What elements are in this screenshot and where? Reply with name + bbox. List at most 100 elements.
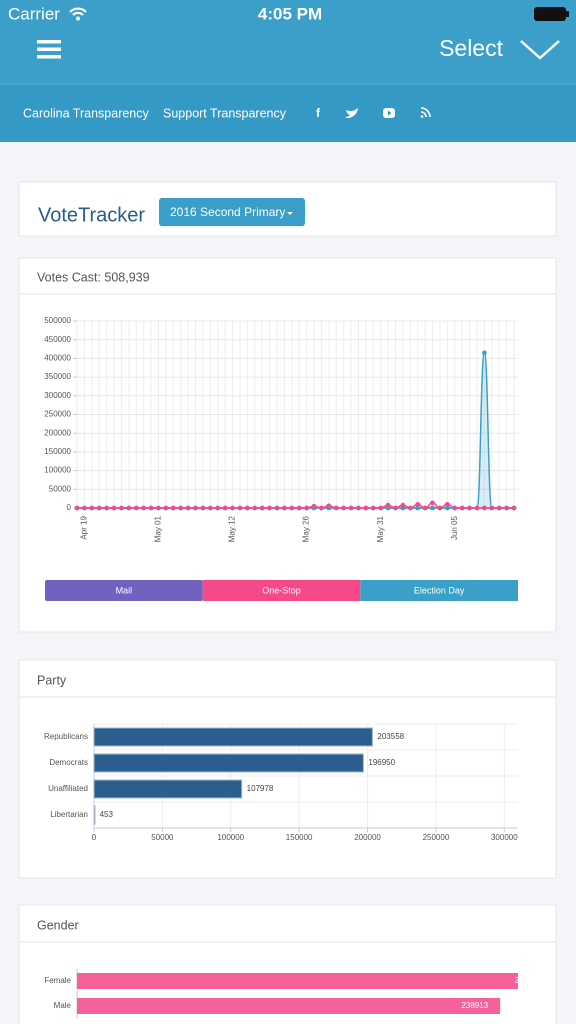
data-point — [370, 505, 376, 511]
data-point — [482, 350, 487, 356]
data-point — [259, 505, 265, 511]
data-point — [200, 505, 206, 511]
data-point — [504, 505, 509, 511]
data-point — [408, 505, 413, 511]
election-dropdown[interactable] — [159, 198, 305, 226]
x-tick-label: 200000 — [354, 833, 381, 842]
data-point — [482, 505, 487, 511]
data-point — [422, 505, 428, 511]
data-point — [452, 505, 458, 511]
data-point — [133, 505, 139, 511]
data-point — [311, 503, 317, 509]
bar — [77, 973, 518, 989]
bar — [93, 779, 243, 799]
card-title: Party — [37, 673, 67, 687]
data-point — [230, 505, 235, 511]
data-point — [289, 505, 295, 511]
data-point — [445, 501, 450, 507]
data-point — [156, 505, 161, 511]
data-point — [326, 503, 332, 509]
data-point — [341, 505, 346, 511]
data-point — [148, 505, 154, 511]
twitter-icon[interactable] — [345, 108, 358, 118]
y-tick-label: Republicans — [44, 732, 88, 741]
value-label: 203558 — [377, 732, 404, 741]
wifi-icon — [69, 7, 87, 16]
x-tick-label: May 12 — [228, 515, 237, 542]
data-point — [178, 505, 183, 511]
y-tick-label: Libertarian — [50, 810, 88, 819]
data-point — [126, 505, 132, 511]
x-tick-label: 150000 — [286, 833, 313, 842]
legend-label[interactable]: One-Stop — [262, 585, 301, 595]
app-title: VoteTracker — [38, 204, 145, 226]
data-point — [193, 505, 198, 511]
data-point — [415, 501, 421, 507]
y-tick-label: 150000 — [44, 447, 71, 456]
select-chevron[interactable] — [520, 40, 560, 60]
card-title: Votes Cast: 508,939 — [37, 270, 150, 284]
links-bar — [0, 84, 576, 142]
data-point — [170, 505, 176, 511]
y-tick-label: 0 — [67, 503, 72, 512]
x-tick-label: May 01 — [154, 515, 163, 542]
data-point — [82, 505, 87, 511]
data-point — [430, 505, 435, 511]
data-point — [185, 505, 191, 511]
x-tick-label: Apr 19 — [80, 515, 89, 539]
data-point — [304, 505, 309, 511]
data-point — [119, 505, 124, 511]
data-point — [474, 505, 480, 511]
bar — [93, 753, 364, 773]
data-point — [430, 500, 435, 506]
y-tick-label: 200000 — [44, 428, 71, 437]
y-tick-label: Unaffiliated — [48, 784, 88, 793]
nav-link[interactable]: Support Transparency — [163, 106, 287, 120]
x-tick-label: 0 — [92, 833, 97, 842]
dropdown-label[interactable]: 2016 Second Primary — [170, 205, 285, 219]
select-label[interactable]: Select — [439, 35, 504, 61]
rss-icon[interactable] — [420, 107, 431, 118]
value-label: 238913 — [461, 1001, 488, 1010]
data-point — [296, 505, 302, 511]
data-point — [445, 505, 450, 511]
menu-icon[interactable] — [37, 40, 61, 59]
y-tick-label: 450000 — [44, 335, 71, 344]
bar — [77, 998, 501, 1014]
legend-label[interactable]: Mail — [116, 585, 133, 595]
data-point — [363, 505, 369, 511]
data-point — [267, 505, 272, 511]
data-point — [496, 505, 502, 511]
card — [18, 257, 557, 633]
x-tick-label: 50000 — [151, 833, 174, 842]
legend-button[interactable] — [360, 580, 518, 601]
data-point — [467, 505, 472, 511]
legend-label[interactable]: Election Day — [414, 585, 465, 595]
data-point — [74, 505, 80, 511]
data-point — [237, 505, 243, 511]
y-tick-label: 350000 — [44, 372, 71, 381]
facebook-icon[interactable]: f — [316, 106, 321, 120]
gender-chart: 269000 238913 Female Male — [44, 968, 518, 1019]
x-tick-label: May 31 — [376, 515, 385, 542]
y-tick-label: 50000 — [49, 484, 72, 493]
data-point — [348, 505, 354, 511]
data-point — [333, 505, 339, 511]
y-tick-label: Male — [54, 1001, 72, 1010]
value-label: 453 — [100, 810, 114, 819]
battery-tip — [566, 11, 569, 17]
data-point — [511, 505, 517, 511]
nav-link[interactable]: Carolina Transparency — [23, 106, 150, 120]
data-point — [104, 505, 109, 511]
youtube-play — [388, 110, 392, 116]
data-point — [459, 505, 465, 511]
card-title: Gender — [37, 918, 79, 932]
legend-button[interactable] — [45, 580, 203, 601]
legend-button[interactable] — [202, 580, 361, 601]
x-tick-label: May 26 — [302, 515, 311, 542]
data-point — [282, 505, 287, 511]
wifi-dot — [76, 16, 80, 21]
data-point — [319, 505, 324, 511]
time: 4:05 PM — [258, 4, 322, 23]
